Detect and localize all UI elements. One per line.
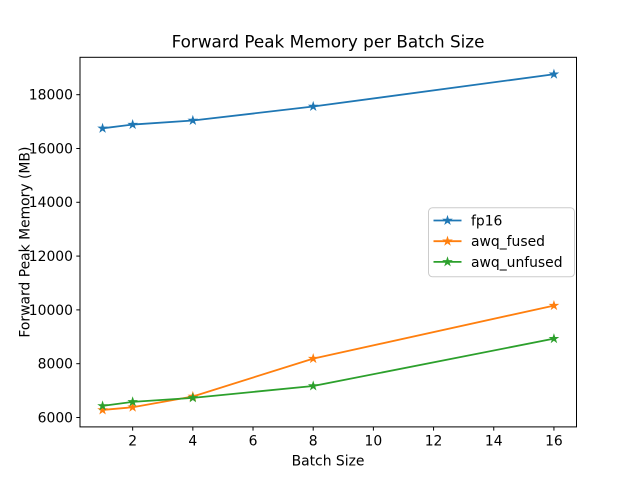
legend-label-fp16: fp16 [471,213,502,229]
data-point-marker-fp16 [97,122,108,133]
y-axis-label: Forward Peak Memory (MB) [18,147,34,338]
y-tick-label: 14000 [29,195,73,211]
data-point-marker-awq_unfused [548,333,560,344]
data-point-marker-awq_unfused [127,396,138,407]
y-tick-label: 8000 [38,357,73,373]
x-tick-label: 8 [309,434,318,450]
x-tick-label: 6 [249,434,258,450]
legend-label-awq-unfused: awq_unfused [471,255,563,271]
legend-sample-marker-awq_unfused [442,256,453,267]
data-point-marker-awq_fused [127,401,138,412]
data-point-marker-awq_unfused [307,380,319,391]
y-tick-label: 12000 [29,249,73,265]
data-point-marker-awq_fused [97,404,108,415]
x-tick-label: 10 [365,434,383,450]
legend-samples [433,214,462,267]
x-tick-label: 16 [545,434,563,450]
data-point-marker-fp16 [548,68,560,79]
data-point-marker-awq_fused [307,352,319,364]
y-tick-label: 18000 [29,88,73,104]
data-point-marker-awq_unfused [187,392,199,403]
legend: fp16 awq_fused awq_unfused [428,207,575,278]
data-point-marker-fp16 [127,118,138,130]
y-tick-label: 6000 [38,410,73,426]
data-point-marker-awq_fused [548,299,560,311]
chart-title: Forward Peak Memory per Batch Size [172,32,485,52]
plot-border [79,56,577,428]
axis-ticks: 2 4 6 8 10 12 14 16 6000 8000 10000 12000 14000 16000… [29,88,563,450]
x-tick-label: 14 [485,434,503,450]
legend-sample-marker-fp16 [442,214,453,226]
y-tick-label: 10000 [29,303,73,319]
data-point-marker-fp16 [307,100,319,112]
x-tick-label: 12 [425,434,443,450]
x-tick-label: 2 [128,434,137,450]
x-tick-label: 4 [188,434,197,450]
data-point-marker-fp16 [187,114,199,126]
data-point-marker-awq_unfused [97,400,108,411]
legend-label-awq-fused: awq_fused [471,234,545,250]
legend-box [428,207,575,278]
plot-series [97,68,560,415]
y-tick-label: 16000 [29,141,73,157]
legend-sample-marker-awq_fused [442,235,453,246]
x-axis-label: Batch Size [292,454,365,470]
